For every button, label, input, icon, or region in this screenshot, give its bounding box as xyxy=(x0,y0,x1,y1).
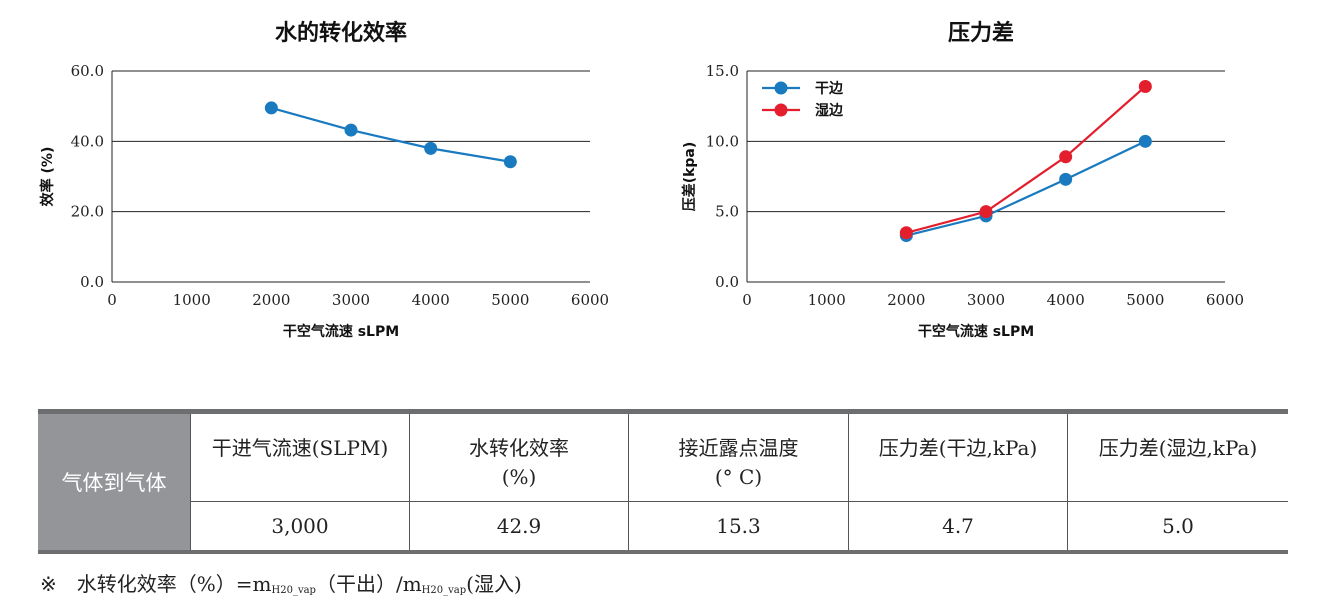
y-tick-label: 15.0 xyxy=(706,62,739,80)
legend-marker xyxy=(774,81,788,95)
col-header-flow: 干进气流速(SLPM) xyxy=(190,414,409,501)
x-tick-label: 5000 xyxy=(491,291,529,309)
y-tick-label: 40.0 xyxy=(71,132,104,150)
x-tick-label: 4000 xyxy=(412,291,450,309)
data-point xyxy=(344,123,358,137)
footnote-text-b: （干出）/m xyxy=(315,572,422,596)
data-point xyxy=(1059,172,1073,186)
x-tick-label: 4000 xyxy=(1047,291,1085,309)
chart-2: 压力差 0.0 5.0 10.0 15.0 0 1000 2000 3000 4000 5000 60… xyxy=(681,20,1244,340)
col-header-dewpoint-label: 接近露点温度 xyxy=(678,436,799,460)
y-tick-label: 20.0 xyxy=(71,203,104,221)
col-header-dewpoint: 接近露点温度 (° C) xyxy=(628,414,848,501)
x-tick-label: 3000 xyxy=(332,291,370,309)
col-header-efficiency-unit: (%) xyxy=(501,465,537,489)
x-axis-label: 干空气流速 sLPM xyxy=(918,323,1034,340)
data-point xyxy=(1059,150,1073,164)
col-header-efficiency-label: 水转化效率 xyxy=(469,436,569,460)
data-point xyxy=(979,205,993,219)
y-axis-label: 压差(kpa) xyxy=(681,142,698,212)
value-efficiency: 42.9 xyxy=(409,502,628,550)
value-dewpoint: 15.3 xyxy=(628,502,848,550)
table-divider xyxy=(190,501,1288,502)
col-header-dp-dry: 压力差(干边,kPa) xyxy=(848,414,1067,501)
charts-area: 水的转化效率 0.0 20.0 40.0 60.0 0 1000 2000 3000 4000 50… xyxy=(39,20,1244,340)
col-header-dp-dry-label: 压力差(干边,kPa) xyxy=(878,436,1038,460)
series-line xyxy=(906,85,1147,234)
series-line xyxy=(906,140,1146,237)
footnote-mark: ※ xyxy=(40,572,57,596)
data-point xyxy=(424,141,438,155)
legend-label: 湿边 xyxy=(815,103,844,119)
x-tick-label: 1000 xyxy=(808,291,846,309)
data-point xyxy=(1138,79,1152,93)
series-1 xyxy=(264,101,517,169)
x-tick-label: 6000 xyxy=(1206,291,1244,309)
row-header: 气体到气体 xyxy=(38,414,190,550)
series-line xyxy=(271,106,511,163)
y-tick-label: 10.0 xyxy=(706,132,739,150)
col-header-dewpoint-unit: (° C) xyxy=(714,465,763,489)
col-header-flow-label: 干进气流速(SLPM) xyxy=(211,436,389,460)
data-point xyxy=(264,101,278,115)
x-tick-label: 5000 xyxy=(1126,291,1164,309)
footnote: ※ 水转化效率（%）=mH20_vap（干出）/mH20_vap(湿入) xyxy=(40,568,522,597)
legend-label: 干边 xyxy=(815,81,844,97)
value-flow: 3,000 xyxy=(190,502,409,550)
chart-title: 水的转化效率 xyxy=(275,20,407,46)
chart-title: 压力差 xyxy=(948,20,1014,46)
data-point xyxy=(1138,134,1152,148)
series-2 xyxy=(899,79,1152,240)
x-tick-label: 0 xyxy=(742,291,752,309)
y-tick-label: 0.0 xyxy=(715,273,739,291)
col-header-dp-wet: 压力差(湿边,kPa) xyxy=(1067,414,1288,501)
series-1 xyxy=(899,134,1152,243)
value-dp-wet: 5.0 xyxy=(1067,502,1288,550)
y-tick-label: 5.0 xyxy=(715,203,739,221)
value-dp-dry: 4.7 xyxy=(848,502,1067,550)
chart-1: 水的转化效率 0.0 20.0 40.0 60.0 0 1000 2000 3000 4000 50… xyxy=(39,20,609,340)
data-point xyxy=(899,226,913,240)
y-tick-label: 60.0 xyxy=(71,62,104,80)
y-tick-label: 0.0 xyxy=(80,273,104,291)
legend-marker xyxy=(774,103,788,117)
x-tick-label: 2000 xyxy=(252,291,290,309)
spec-table: 气体到气体 干进气流速(SLPM) 水转化效率 (%) 接近露点温度 (° C)… xyxy=(38,409,1288,554)
footnote-text-c: (湿入) xyxy=(466,572,522,596)
data-point xyxy=(503,155,517,169)
x-tick-label: 3000 xyxy=(967,291,1005,309)
x-tick-label: 1000 xyxy=(173,291,211,309)
x-axis-label: 干空气流速 sLPM xyxy=(283,323,399,340)
footnote-sub-a: H20_vap xyxy=(271,585,316,596)
x-tick-label: 2000 xyxy=(887,291,925,309)
x-tick-label: 0 xyxy=(107,291,117,309)
footnote-sub-b: H20_vap xyxy=(421,585,467,596)
col-header-efficiency: 水转化效率 (%) xyxy=(409,414,628,501)
y-axis-label: 效率 (%) xyxy=(39,147,56,207)
x-tick-label: 6000 xyxy=(571,291,609,309)
col-header-dp-wet-label: 压力差(湿边,kPa) xyxy=(1098,436,1258,460)
footnote-text-a: 水转化效率（%）=m xyxy=(76,572,272,596)
